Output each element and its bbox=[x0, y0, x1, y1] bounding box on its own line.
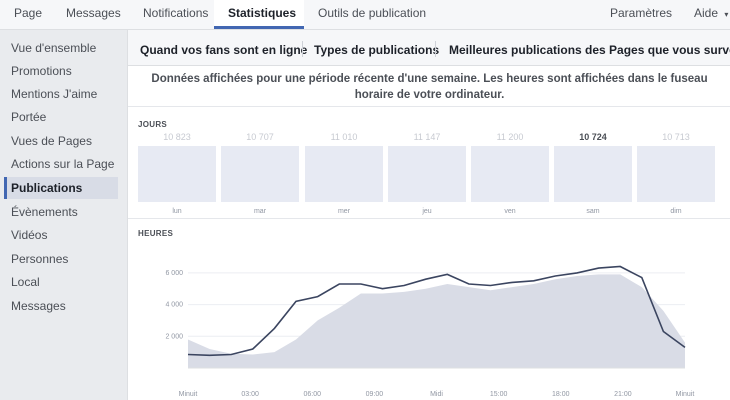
sub-tabs: Quand vos fans sont en ligne Types de pu… bbox=[128, 30, 730, 66]
section-divider bbox=[128, 218, 730, 219]
day-label-ven: ven bbox=[504, 208, 516, 215]
day-column-mar[interactable] bbox=[221, 146, 299, 202]
day-count-lun: 10 823 bbox=[163, 132, 191, 142]
day-label-lun: lun bbox=[172, 208, 182, 215]
days-section-label: JOURS bbox=[138, 120, 168, 129]
sidebar-item-videos[interactable]: Vidéos bbox=[11, 228, 48, 242]
help-menu[interactable]: Aide ▾ bbox=[680, 0, 730, 29]
info-banner: Données affichées pour une période récen… bbox=[128, 67, 730, 107]
day-column-dim[interactable] bbox=[637, 146, 715, 202]
day-count-mar: 10 707 bbox=[246, 132, 274, 142]
chevron-down-icon: ▾ bbox=[724, 10, 729, 19]
day-label-dim: dim bbox=[670, 208, 682, 215]
day-count-ven: 11 200 bbox=[496, 132, 524, 142]
sidebar-item-promotions[interactable]: Promotions bbox=[11, 64, 72, 78]
day-count-jeu: 11 147 bbox=[413, 132, 441, 142]
subtab-types-de-publications[interactable]: Types de publications bbox=[314, 43, 440, 57]
hours-section-label: HEURES bbox=[138, 229, 174, 238]
tab-notifications[interactable]: Notifications bbox=[143, 6, 209, 20]
x-tick-label: Midi bbox=[430, 391, 443, 398]
day-column-lun[interactable] bbox=[138, 146, 216, 202]
settings-link[interactable]: Paramètres bbox=[610, 6, 673, 20]
day-count-dim: 10 713 bbox=[662, 132, 690, 142]
tab-messages[interactable]: Messages bbox=[66, 6, 121, 20]
sidebar-item-evenements[interactable]: Évènements bbox=[11, 205, 78, 219]
sidebar-item-actions-sur-la-page[interactable]: Actions sur la Page bbox=[11, 157, 115, 171]
day-label-jeu: jeu bbox=[422, 208, 432, 215]
sidebar-item-mentions-jaime[interactable]: Mentions J'aime bbox=[11, 87, 98, 101]
sidebar-item-portee[interactable]: Portée bbox=[11, 110, 47, 124]
subtab-divider bbox=[302, 41, 303, 57]
sidebar: Vue d'ensemble Promotions Mentions J'aim… bbox=[0, 30, 127, 400]
series-area bbox=[188, 274, 685, 368]
x-tick-label: 09:00 bbox=[366, 391, 384, 398]
y-tick-label: 2 000 bbox=[165, 333, 183, 340]
x-tick-label: Minuit bbox=[179, 391, 198, 398]
day-label-mar: mar bbox=[253, 208, 267, 215]
sidebar-item-messages[interactable]: Messages bbox=[11, 299, 66, 313]
day-count-sam: 10 724 bbox=[579, 132, 607, 142]
x-tick-label: 21:00 bbox=[614, 391, 632, 398]
sidebar-item-local[interactable]: Local bbox=[11, 275, 40, 289]
top-navigation: Page Messages Notifications Statistiques… bbox=[0, 0, 730, 30]
subtab-divider bbox=[435, 41, 436, 57]
sidebar-item-personnes[interactable]: Personnes bbox=[11, 252, 69, 266]
x-tick-label: 06:00 bbox=[303, 391, 321, 398]
sidebar-item-vue-ensemble[interactable]: Vue d'ensemble bbox=[11, 41, 97, 55]
day-count-mer: 11 010 bbox=[330, 132, 358, 142]
x-tick-label: 18:00 bbox=[552, 391, 570, 398]
day-label-mer: mer bbox=[337, 208, 351, 215]
day-column-jeu[interactable] bbox=[388, 146, 466, 202]
day-column-mer[interactable] bbox=[305, 146, 383, 202]
tab-statistiques[interactable]: Statistiques bbox=[214, 0, 304, 29]
day-column-ven[interactable] bbox=[471, 146, 549, 202]
main-panel: Quand vos fans sont en ligne Types de pu… bbox=[127, 30, 730, 400]
tab-outils-de-publication[interactable]: Outils de publication bbox=[318, 6, 427, 20]
x-tick-label: Minuit bbox=[676, 391, 695, 398]
day-column-sam[interactable] bbox=[554, 146, 632, 202]
y-tick-label: 6 000 bbox=[165, 270, 183, 277]
subtab-meilleures-publications[interactable]: Meilleures publications des Pages que vo… bbox=[449, 43, 730, 57]
subtab-quand-vos-fans[interactable]: Quand vos fans sont en ligne bbox=[140, 43, 308, 57]
tab-page[interactable]: Page bbox=[14, 6, 43, 20]
series-line bbox=[187, 265, 686, 357]
x-tick-label: 03:00 bbox=[241, 391, 259, 398]
x-tick-label: 15:00 bbox=[490, 391, 508, 398]
y-tick-label: 4 000 bbox=[165, 302, 183, 309]
hours-chart: 2 000 4 000 6 000 Minuit 03:00 06:00 09:00 Midi… bbox=[165, 265, 695, 398]
sidebar-item-publications[interactable]: Publications bbox=[4, 177, 118, 199]
sidebar-item-vues-de-pages[interactable]: Vues de Pages bbox=[11, 134, 92, 148]
help-label: Aide bbox=[694, 6, 719, 20]
day-label-sam: sam bbox=[586, 208, 600, 215]
